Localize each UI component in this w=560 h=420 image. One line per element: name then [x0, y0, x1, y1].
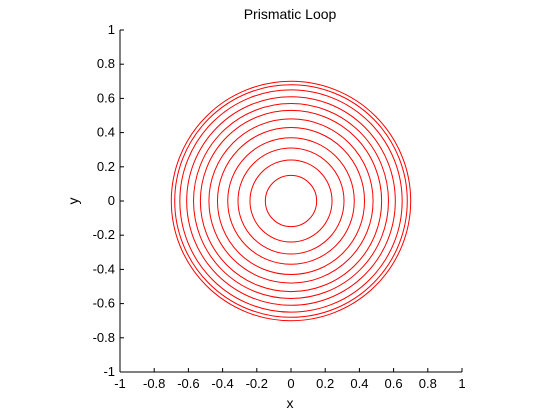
y-tick-label: 1 [108, 22, 115, 37]
loop-circle [174, 84, 408, 318]
chart-title: Prismatic Loop [244, 6, 337, 22]
y-axis-label: y [65, 198, 81, 205]
loop-circle [264, 174, 318, 228]
loop-circle [237, 147, 345, 255]
x-tick-label: -0.2 [246, 376, 268, 391]
loop-circle [227, 137, 355, 265]
x-tick-label: 0 [287, 376, 294, 391]
y-tick-label: 0.8 [97, 56, 115, 71]
x-tick-label: 0.2 [316, 376, 334, 391]
loop-circle [216, 126, 366, 276]
x-tick-label: 0.4 [350, 376, 368, 391]
loop-circle [249, 159, 333, 243]
y-tick-label: 0 [108, 193, 115, 208]
x-tick-label: 1 [458, 376, 465, 391]
loop-circle [179, 89, 403, 313]
loop-circle [193, 103, 389, 299]
y-tick-label: 0.2 [97, 159, 115, 174]
loop-circle [199, 109, 383, 293]
x-tick-label: -0.4 [211, 376, 233, 391]
y-tick-label: -0.8 [93, 330, 115, 345]
loop-circle [208, 118, 374, 284]
y-ticks: -1 -0.8 -0.6 -0.4 -0.2 0 0.2 0.4 0.6 0.8 1 [93, 22, 124, 379]
x-tick-label: -0.6 [177, 376, 199, 391]
x-tick-label: -1 [114, 376, 126, 391]
loop-circle [186, 96, 396, 306]
x-axis-label: x [287, 395, 294, 411]
y-tick-label: -1 [103, 364, 115, 379]
y-tick-label: -0.4 [93, 261, 115, 276]
y-tick-label: -0.2 [93, 227, 115, 242]
x-tick-label: -0.8 [143, 376, 165, 391]
x-tick-label: 0.8 [419, 376, 437, 391]
y-tick-label: -0.6 [93, 296, 115, 311]
data-circles [170, 80, 412, 322]
y-tick-label: 0.4 [97, 125, 115, 140]
x-ticks: -1 -0.8 -0.6 -0.4 -0.2 0 0.2 0.4 0.6 0.8 1 [114, 368, 466, 391]
x-tick-label: 0.6 [385, 376, 403, 391]
y-tick-label: 0.6 [97, 90, 115, 105]
loop-circle [170, 80, 412, 322]
